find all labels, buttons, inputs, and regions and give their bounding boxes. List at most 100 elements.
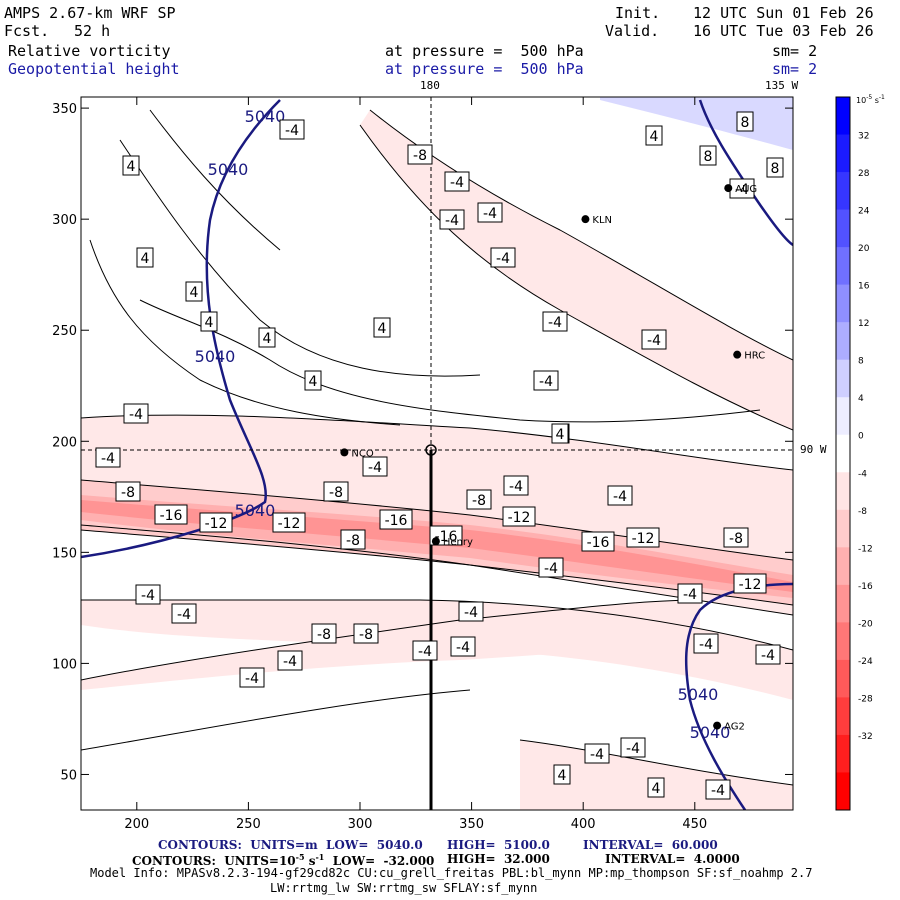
height-contour-label: 5040 bbox=[245, 107, 286, 126]
colorbar-tick-label: 12 bbox=[858, 319, 869, 329]
forecast-label: Fcst. bbox=[4, 22, 50, 40]
vorticity-label-box bbox=[239, 667, 265, 688]
vorticity-contour-label: -4 bbox=[548, 315, 562, 331]
smoothing-vorticity: sm= 2 bbox=[772, 42, 818, 60]
vorticity-label-box bbox=[412, 640, 438, 661]
level-vorticity: at pressure = 500 hPa bbox=[385, 42, 584, 60]
vorticity-contour-label: -4 bbox=[245, 671, 259, 687]
colorbar-tick-label: 32 bbox=[858, 132, 869, 142]
colorbar-swatch bbox=[836, 472, 850, 511]
station-dot bbox=[431, 537, 440, 546]
x-tick-label: 350 bbox=[459, 817, 484, 832]
field-geopotential: Geopotential height bbox=[8, 60, 180, 78]
colorbar-swatch bbox=[836, 547, 850, 586]
colorbar-tick-label: 4 bbox=[858, 394, 864, 404]
vorticity-contour-label: -4 bbox=[368, 460, 382, 476]
colorbar-swatch bbox=[836, 172, 850, 211]
vorticity-label-box bbox=[272, 512, 306, 533]
footer-height-high: HIGH= 5100.0 bbox=[447, 838, 550, 852]
vorticity-label-box bbox=[373, 317, 391, 338]
vorticity-label-box bbox=[542, 311, 568, 332]
vorticity-label-box bbox=[736, 111, 754, 132]
vorticity-contour-label: -8 bbox=[121, 485, 135, 501]
vorticity-label-box bbox=[477, 202, 503, 223]
vorticity-label-box bbox=[641, 329, 667, 350]
vorticity-contour-label: -12 bbox=[508, 510, 531, 526]
colorbar-swatch bbox=[836, 772, 850, 811]
vorticity-label-box bbox=[458, 601, 484, 622]
vorticity-contour-label: -4 bbox=[483, 206, 497, 222]
lon-label-135w: 135 W bbox=[765, 79, 799, 92]
vorticity-label-box bbox=[466, 489, 492, 510]
station-label: HRC bbox=[744, 351, 765, 362]
vorticity-label-box bbox=[699, 145, 717, 166]
smoothing-geopotential: sm= 2 bbox=[772, 60, 818, 78]
colorbar-tick-label: -8 bbox=[858, 507, 867, 517]
colorbar-unit: 10-5 s-1 bbox=[856, 94, 885, 105]
vorticity-label-box bbox=[95, 447, 121, 468]
vorticity-contour-label: -4 bbox=[141, 588, 155, 604]
init-time: 12 UTC Sun 01 Feb 26 bbox=[693, 4, 874, 22]
station-dot bbox=[713, 721, 722, 730]
vorticity-contour-label: -4 bbox=[590, 747, 604, 763]
vorticity-label-box bbox=[353, 623, 379, 644]
vorticity-contour-label: -8 bbox=[472, 493, 486, 509]
footer-vorticity-interval: INTERVAL= 4.0000 bbox=[605, 852, 740, 866]
vorticity-contour-label: -8 bbox=[729, 531, 743, 547]
vorticity-contour-label: -16 bbox=[587, 535, 610, 551]
colorbar-swatch bbox=[836, 584, 850, 623]
vorticity-contour-label: -4 bbox=[450, 175, 464, 191]
vorticity-contour-label: -8 bbox=[413, 148, 427, 164]
vorticity-label-box bbox=[258, 327, 276, 348]
y-tick-label: 200 bbox=[52, 435, 77, 450]
lon-label-180: 180 bbox=[420, 79, 440, 92]
vorticity-contours bbox=[81, 109, 793, 786]
vorticity-label-box bbox=[123, 403, 149, 424]
colorbar-swatch bbox=[836, 434, 850, 473]
footer-vorticity-high: HIGH= 32.000 bbox=[447, 852, 550, 866]
colorbar-tick-label: -16 bbox=[858, 582, 873, 592]
y-tick-label: 150 bbox=[52, 546, 77, 561]
vorticity-contour-label: -4 bbox=[101, 451, 115, 467]
field-vorticity: Relative vorticity bbox=[8, 42, 171, 60]
vorticity-contour-label: 4 bbox=[558, 768, 567, 784]
station-label: AUG bbox=[735, 184, 757, 195]
vorticity-label-box bbox=[766, 157, 784, 178]
vorticity-label-box bbox=[733, 573, 767, 594]
y-tick-label: 350 bbox=[52, 102, 77, 117]
x-tick-label: 200 bbox=[124, 817, 149, 832]
x-tick-label: 450 bbox=[682, 817, 707, 832]
vorticity-contour-label: 4 bbox=[190, 285, 199, 301]
vorticity-contour-label: 4 bbox=[556, 427, 565, 443]
vorticity-label-box bbox=[677, 583, 703, 604]
vorticity-label-box bbox=[171, 603, 197, 624]
vorticity-contour-label: -4 bbox=[683, 587, 697, 603]
station-dot bbox=[581, 215, 590, 224]
vorticity-contour-label: -4 bbox=[613, 489, 627, 505]
vorticity-contour-label: -4 bbox=[177, 607, 191, 623]
height-contour-label: 5040 bbox=[235, 501, 276, 520]
footer-model-info: Model Info: MPASv8.2.3-194-gf29cd82c CU:… bbox=[90, 866, 813, 880]
colorbar-swatch bbox=[836, 322, 850, 361]
vorticity-label-box bbox=[277, 650, 303, 671]
vorticity-label-box bbox=[645, 125, 663, 146]
colorbar-tick-label: 24 bbox=[858, 207, 870, 217]
vorticity-contour-label: -4 bbox=[129, 407, 143, 423]
vorticity-label-box bbox=[311, 623, 337, 644]
vorticity-contour-label: 4 bbox=[263, 331, 272, 347]
y-tick-label: 300 bbox=[52, 213, 77, 228]
vorticity-label-box bbox=[154, 504, 188, 525]
vorticity-label-box bbox=[115, 481, 141, 502]
vorticity-contour-label: 4 bbox=[141, 251, 150, 267]
station-dot bbox=[733, 350, 742, 359]
colorbar-swatch bbox=[836, 359, 850, 398]
vorticity-contour-label: 4 bbox=[650, 129, 659, 145]
vorticity-label-box bbox=[626, 527, 660, 548]
vorticity-contour-label: -4 bbox=[699, 637, 713, 653]
height-contour-label: 5040 bbox=[208, 160, 249, 179]
colorbar-swatch bbox=[836, 134, 850, 173]
station-label: KLN bbox=[592, 215, 612, 226]
colorbar-swatch bbox=[836, 509, 850, 548]
